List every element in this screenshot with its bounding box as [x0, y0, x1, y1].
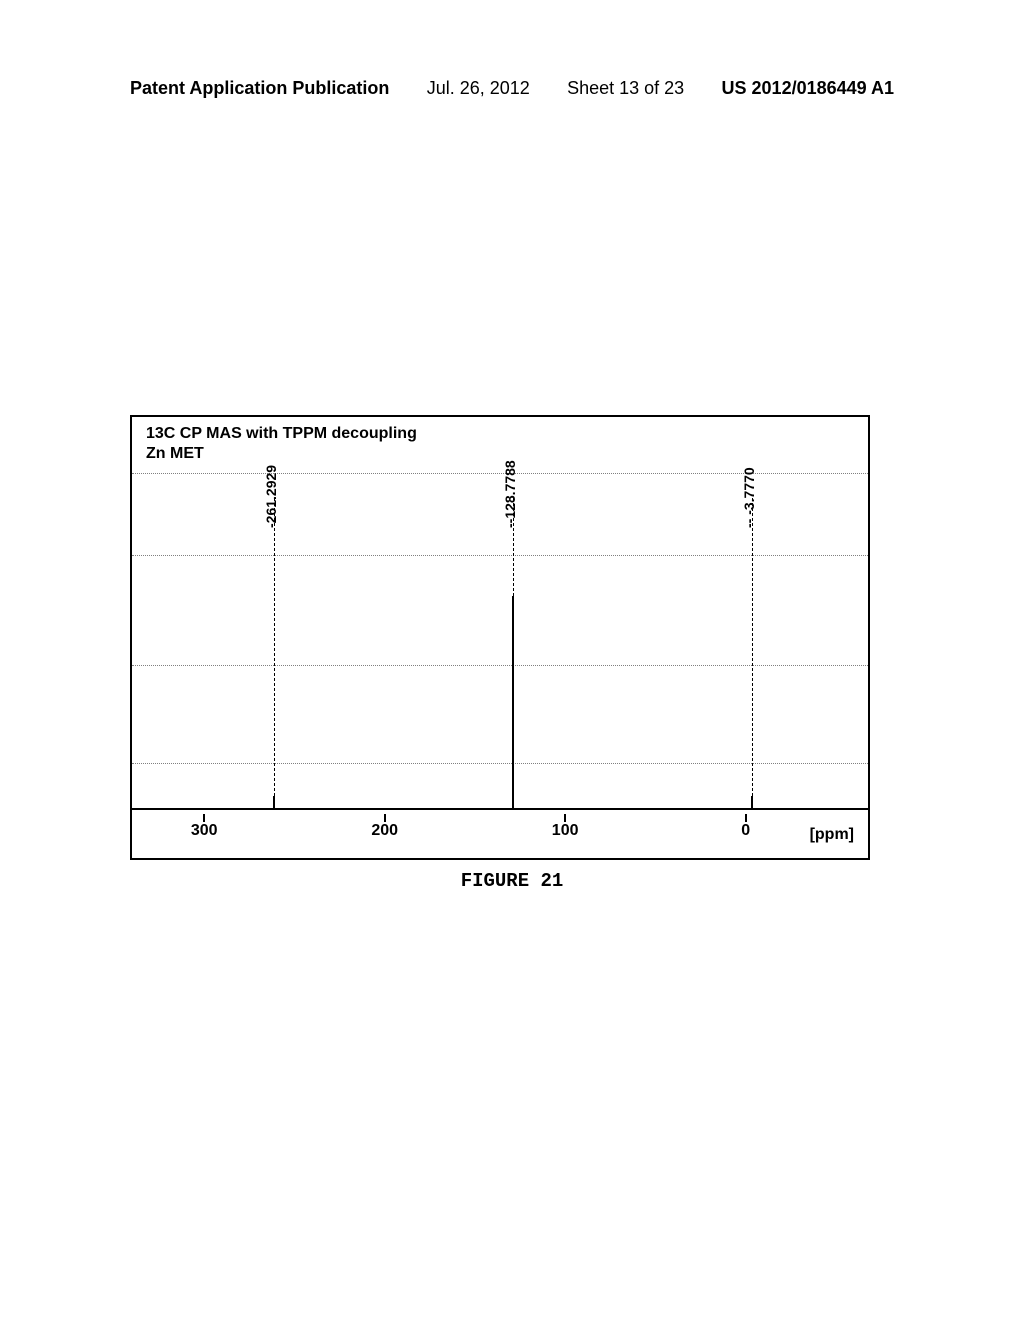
chart-title: 13C CP MAS with TPPM decoupling — [146, 425, 417, 443]
grid-line — [132, 763, 868, 764]
axis-tick — [203, 814, 205, 822]
peak-label: -261.2929 — [263, 465, 279, 528]
spectrum-baseline — [132, 808, 868, 810]
header-pubnum: US 2012/0186449 A1 — [722, 78, 894, 99]
axis-tick — [745, 814, 747, 822]
spectrum-peak — [751, 796, 753, 810]
peak-label: -- -3.7770 — [741, 467, 757, 528]
chart-subtitle: Zn MET — [146, 445, 204, 463]
grid-line — [132, 555, 868, 556]
axis-label: 200 — [371, 822, 398, 840]
grid-line — [132, 665, 868, 666]
axis-tick — [564, 814, 566, 822]
header-sheet: Sheet 13 of 23 — [567, 78, 684, 99]
header-date: Jul. 26, 2012 — [427, 78, 530, 99]
axis-label: 300 — [191, 822, 218, 840]
axis-label: 100 — [552, 822, 579, 840]
grid-line — [132, 473, 868, 474]
axis-label: 0 — [741, 822, 750, 840]
patent-header: Patent Application Publication Jul. 26, … — [0, 78, 1024, 99]
peak-leader-line — [752, 498, 753, 796]
peak-label: --128.7788 — [502, 460, 518, 528]
axis-unit: [ppm] — [810, 826, 854, 844]
header-publication: Patent Application Publication — [130, 78, 389, 99]
spectrum-peak — [273, 796, 275, 810]
axis-labels: 300 200 100 0 — [132, 822, 868, 844]
figure-caption: FIGURE 21 — [0, 870, 1024, 892]
spectrum-peak — [512, 596, 514, 810]
axis-tick — [384, 814, 386, 822]
nmr-spectrum-chart: 13C CP MAS with TPPM decoupling Zn MET -… — [130, 415, 870, 860]
peak-leader-line — [274, 498, 275, 796]
